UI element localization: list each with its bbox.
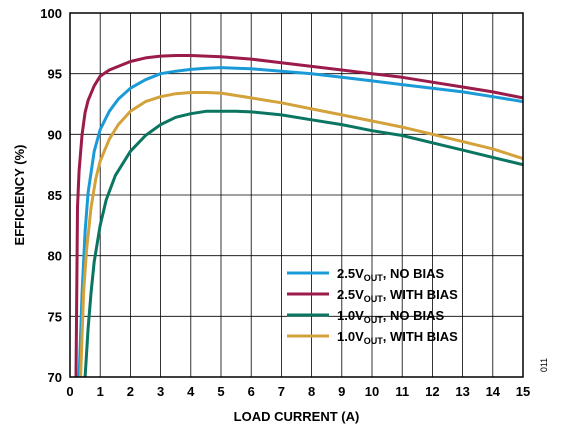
x-tick-label-8: 8: [308, 384, 315, 399]
x-tick-label-0: 0: [66, 384, 73, 399]
series-line-2: [74, 54, 523, 377]
figure-id: 011: [539, 358, 549, 372]
legend-label-1: 2.5VOUT, NO BIAS: [337, 266, 444, 283]
x-tick-label-4: 4: [187, 384, 195, 399]
series-line-1: [77, 66, 523, 377]
x-tick-label-14: 14: [486, 384, 501, 399]
x-tick-label-3: 3: [157, 384, 164, 399]
legend-label-3: 1.0VOUT, NO BIAS: [337, 308, 444, 325]
plot-frame: [69, 12, 524, 378]
y-tick-label-100: 100: [40, 6, 62, 21]
series-line-3: [83, 109, 523, 377]
y-axis-title: EFFICIENCY (%): [12, 145, 27, 246]
x-tick-label-15: 15: [516, 384, 530, 399]
x-axis-title: LOAD CURRENT (A): [234, 409, 360, 424]
x-tick-label-1: 1: [97, 384, 104, 399]
y-tick-label-80: 80: [48, 249, 62, 264]
x-tick-label-7: 7: [278, 384, 285, 399]
y-tick-label-70: 70: [48, 370, 62, 385]
y-tick-label-90: 90: [48, 127, 62, 142]
y-axis-ticks: 70 75 80 85 90 95 100: [40, 6, 62, 385]
y-tick-label-75: 75: [48, 309, 62, 324]
x-tick-label-9: 9: [338, 384, 345, 399]
legend-label-2: 2.5VOUT, WITH BIAS: [337, 287, 458, 304]
x-tick-label-2: 2: [127, 384, 134, 399]
x-tick-label-6: 6: [248, 384, 255, 399]
chart-grid: [69, 12, 524, 378]
x-tick-label-10: 10: [365, 384, 379, 399]
x-tick-label-13: 13: [455, 384, 469, 399]
y-tick-label-95: 95: [48, 67, 62, 82]
y-tick-label-85: 85: [48, 188, 62, 203]
legend-label-4: 1.0VOUT, WITH BIAS: [337, 329, 458, 346]
x-tick-label-11: 11: [395, 384, 409, 399]
chart-legend: 2.5VOUT, NO BIAS 2.5VOUT, WITH BIAS 1.0VOU…: [287, 266, 458, 346]
x-axis-ticks: 0 1 2 3 4 5 6 7 8 9 10 11 12 13 14 15: [66, 384, 530, 399]
series-line-4: [79, 91, 523, 377]
chart-series: [74, 54, 523, 377]
x-tick-label-12: 12: [425, 384, 439, 399]
x-tick-label-5: 5: [217, 384, 224, 399]
